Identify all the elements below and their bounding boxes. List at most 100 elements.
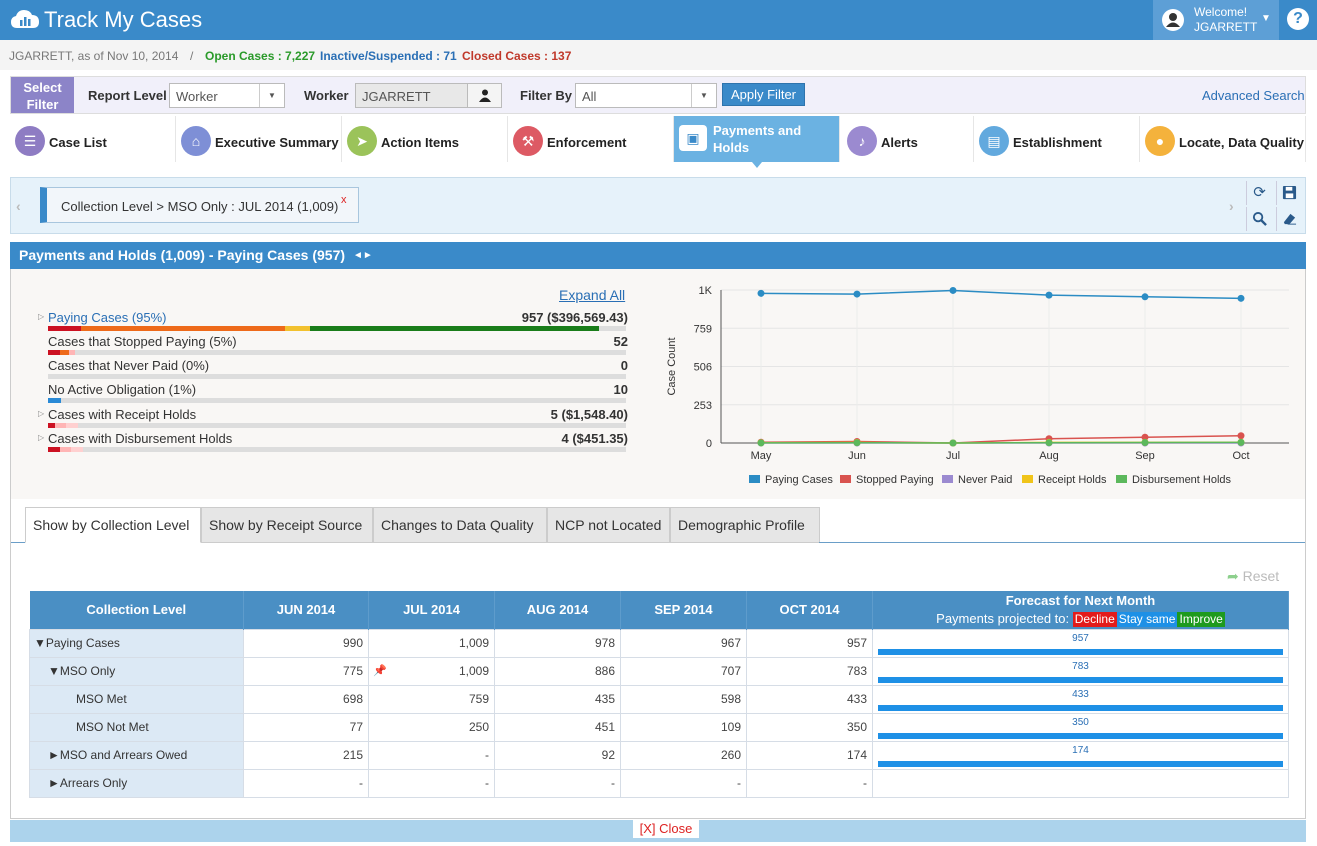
chevron-right-icon[interactable]: › bbox=[1229, 198, 1234, 214]
tab-alerts[interactable]: ♪ Alerts bbox=[842, 116, 974, 162]
inactive-cases-count[interactable]: Inactive/Suspended : 71 bbox=[320, 49, 457, 63]
cell-value[interactable]: 1,009 bbox=[458, 664, 489, 678]
cell-value[interactable]: 92 bbox=[601, 748, 615, 762]
col-header[interactable]: JUL 2014 bbox=[368, 591, 495, 629]
expand-icon[interactable]: ▷ bbox=[38, 433, 45, 442]
chevron-left-icon[interactable]: ‹ bbox=[16, 198, 21, 214]
row-label[interactable]: MSO Met bbox=[29, 684, 244, 714]
select-filter-button[interactable]: Select Filter bbox=[11, 77, 74, 113]
apply-filter-button[interactable]: Apply Filter bbox=[722, 83, 805, 106]
tab-executive-summary[interactable]: ⌂ Executive Summary bbox=[176, 116, 342, 162]
tab-payments-and-holds[interactable]: ▣ Payments and Holds bbox=[674, 116, 840, 168]
cell-value[interactable]: 707 bbox=[720, 664, 741, 678]
metric-row[interactable]: ▷ Cases with Disbursement Holds 4 ($451.35… bbox=[38, 431, 628, 455]
toggle-arrows-icon[interactable]: ◄► bbox=[353, 250, 373, 261]
metric-label[interactable]: Paying Cases (95%) bbox=[48, 310, 167, 325]
cell-value[interactable]: 978 bbox=[594, 636, 615, 650]
filter-by-select[interactable]: All ▼ bbox=[575, 83, 717, 108]
metric-row[interactable]: ▷ Paying Cases (95%) 957 ($396,569.43) bbox=[38, 310, 628, 334]
closed-cases-count[interactable]: Closed Cases : 137 bbox=[462, 49, 572, 63]
breadcrumb[interactable]: Collection Level > MSO Only : JUL 2014 (… bbox=[40, 187, 359, 223]
cell-value[interactable]: 1,009 bbox=[458, 636, 489, 650]
table-header-row: Collection Level JUN 2014 JUL 2014 AUG 2… bbox=[29, 591, 1289, 629]
open-cases-count[interactable]: Open Cases : 7,227 bbox=[205, 49, 316, 63]
cell-value[interactable]: 433 bbox=[846, 692, 867, 706]
user-menu[interactable]: Welcome! JGARRETT ▼ bbox=[1153, 0, 1279, 40]
tab-ncp-not-located[interactable]: NCP not Located bbox=[547, 507, 670, 543]
cell-value[interactable]: 990 bbox=[342, 636, 363, 650]
cell-value[interactable]: 215 bbox=[342, 748, 363, 762]
row-label[interactable]: ►MSO and Arrears Owed bbox=[29, 740, 244, 770]
cell-value[interactable]: 598 bbox=[720, 692, 741, 706]
user-picker-icon[interactable] bbox=[467, 84, 501, 107]
expand-all-link[interactable]: Expand All bbox=[559, 287, 626, 303]
chevron-down-icon: ▼ bbox=[691, 84, 716, 107]
cell-value[interactable]: 350 bbox=[846, 720, 867, 734]
tab-locate-data-quality[interactable]: ● Locate, Data Quality bbox=[1140, 116, 1306, 162]
cell-value[interactable]: - bbox=[611, 776, 615, 790]
data-point bbox=[1141, 439, 1149, 447]
cell-value[interactable]: 435 bbox=[594, 692, 615, 706]
cell-value[interactable]: - bbox=[863, 776, 867, 790]
col-header[interactable]: JUN 2014 bbox=[243, 591, 369, 629]
table-row[interactable]: ►MSO and Arrears Owed 215 - 92 260 174 174 bbox=[29, 740, 1289, 770]
row-label[interactable]: MSO Not Met bbox=[29, 712, 244, 742]
advanced-search-link[interactable]: Advanced Search bbox=[1202, 88, 1305, 103]
cell-value[interactable]: 698 bbox=[342, 692, 363, 706]
col-header[interactable]: SEP 2014 bbox=[620, 591, 747, 629]
tab-show-by-receipt-source[interactable]: Show by Receipt Source bbox=[201, 507, 373, 543]
expand-icon[interactable]: ▷ bbox=[38, 312, 45, 321]
cell-value[interactable]: - bbox=[485, 776, 489, 790]
col-header[interactable]: AUG 2014 bbox=[494, 591, 621, 629]
forecast-value: 783 bbox=[1072, 660, 1089, 672]
tab-demographic-profile[interactable]: Demographic Profile bbox=[670, 507, 820, 543]
save-icon[interactable] bbox=[1276, 181, 1302, 205]
table-row[interactable]: MSO Met 698 759 435 598 433 433 bbox=[29, 684, 1289, 714]
cell-value[interactable]: 260 bbox=[720, 748, 741, 762]
cell-value[interactable]: 451 bbox=[594, 720, 615, 734]
row-label[interactable]: ▼Paying Cases bbox=[29, 628, 244, 658]
cell-value[interactable]: 886 bbox=[594, 664, 615, 678]
forecast-cell: 957 bbox=[872, 628, 1289, 658]
search-icon[interactable] bbox=[1246, 207, 1272, 231]
cell-value[interactable]: 967 bbox=[720, 636, 741, 650]
cell-value[interactable]: 783 bbox=[846, 664, 867, 678]
col-header[interactable]: Collection Level bbox=[29, 591, 244, 629]
tab-action-items[interactable]: ➤ Action Items bbox=[342, 116, 508, 162]
col-header[interactable]: OCT 2014 bbox=[746, 591, 873, 629]
table-row[interactable]: MSO Not Met 77 250 451 109 350 350 bbox=[29, 712, 1289, 742]
refresh-icon[interactable]: ⟳ bbox=[1246, 181, 1272, 205]
cell-value[interactable]: 109 bbox=[720, 720, 741, 734]
tab-enforcement[interactable]: ⚒ Enforcement bbox=[508, 116, 674, 162]
metric-row[interactable]: ▷ Cases with Receipt Holds 5 ($1,548.40) bbox=[38, 407, 628, 431]
tab-show-by-collection-level[interactable]: Show by Collection Level bbox=[25, 507, 201, 543]
cell-value[interactable]: 775 bbox=[342, 664, 363, 678]
eraser-icon[interactable] bbox=[1276, 207, 1302, 231]
help-button[interactable]: ? bbox=[1287, 8, 1309, 30]
cell-value[interactable]: 174 bbox=[846, 748, 867, 762]
cell-value[interactable]: 759 bbox=[468, 692, 489, 706]
expand-icon[interactable]: ▷ bbox=[38, 409, 45, 418]
cell-value[interactable]: - bbox=[359, 776, 363, 790]
cell-value[interactable]: 957 bbox=[846, 636, 867, 650]
remove-breadcrumb-icon[interactable]: x bbox=[341, 194, 347, 206]
table-row[interactable]: ▼Paying Cases 990 1,009 978 967 957 957 bbox=[29, 628, 1289, 658]
table-row[interactable]: ►Arrears Only - - - - - bbox=[29, 768, 1289, 798]
close-button[interactable]: [X] Close bbox=[633, 820, 699, 838]
tab-establishment[interactable]: ▤ Establishment bbox=[974, 116, 1140, 162]
cell-value[interactable]: - bbox=[737, 776, 741, 790]
forecast-value: 174 bbox=[1072, 744, 1089, 756]
worker-field[interactable]: JGARRETT bbox=[355, 83, 502, 108]
table-row[interactable]: ▼MSO Only 775 📌 1,009 886 707 783 783 bbox=[29, 656, 1289, 686]
row-label[interactable]: ►Arrears Only bbox=[29, 768, 244, 798]
tab-changes-to-data-quality[interactable]: Changes to Data Quality bbox=[373, 507, 547, 543]
reset-button[interactable]: ➦ Reset bbox=[1227, 568, 1279, 585]
row-label[interactable]: ▼MSO Only bbox=[29, 656, 244, 686]
cell-value[interactable]: 250 bbox=[468, 720, 489, 734]
cell-value[interactable]: - bbox=[485, 748, 489, 762]
tab-case-list[interactable]: ☰ Case List bbox=[10, 116, 176, 162]
cell-value[interactable]: 77 bbox=[349, 720, 363, 734]
tab-label: Establishment bbox=[1013, 135, 1102, 150]
panel-title: Payments and Holds (1,009) - Paying Case… bbox=[19, 247, 346, 263]
report-level-select[interactable]: Worker ▼ bbox=[169, 83, 285, 108]
